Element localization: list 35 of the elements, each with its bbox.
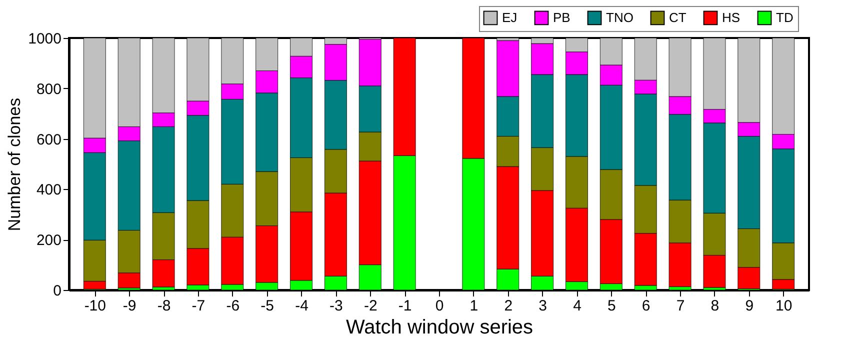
x-axis-title: Watch window series [346,316,534,338]
x-tick-label: 0 [435,298,444,314]
x-tick-label: 5 [608,298,616,314]
y-tick-label: 600 [36,131,62,148]
x-tick-label: 9 [745,298,754,314]
x-tick-label: -5 [260,298,274,314]
y-tick-label: 400 [36,182,62,199]
y-tick-label: 200 [36,232,62,250]
y-tick-label: 800 [36,80,62,98]
legend-label: TNO [606,10,634,25]
y-axis-title: Number of clones [5,98,24,232]
x-tick-label: -2 [364,298,378,314]
x-tick-label: 8 [710,298,720,314]
legend-label: EJ [502,10,518,25]
y-tick-label: 1000 [28,30,62,48]
legend-label: HS [722,10,740,25]
x-tick-label: -4 [295,298,308,314]
x-tick-label: 2 [504,298,513,314]
x-tick-label: 1 [470,298,478,314]
x-tick-label: 6 [642,298,650,314]
x-tick-label: -9 [122,298,136,314]
legend-label: CT [669,10,686,25]
x-tick-label: -6 [226,298,240,314]
x-tick-label: 10 [775,298,792,314]
legend-label: TD [776,10,794,25]
x-tick-label: -7 [192,298,206,314]
x-tick-label: 7 [676,298,685,314]
x-tick-label: -3 [330,298,343,314]
x-tick-label: -1 [398,298,412,314]
legend-label: PB [553,10,570,25]
x-tick-label: -10 [84,298,106,314]
x-tick-label: 3 [538,298,547,314]
y-tick-label: 0 [53,282,62,300]
x-tick-label: -8 [157,298,171,314]
x-tick-label: 4 [573,298,582,314]
